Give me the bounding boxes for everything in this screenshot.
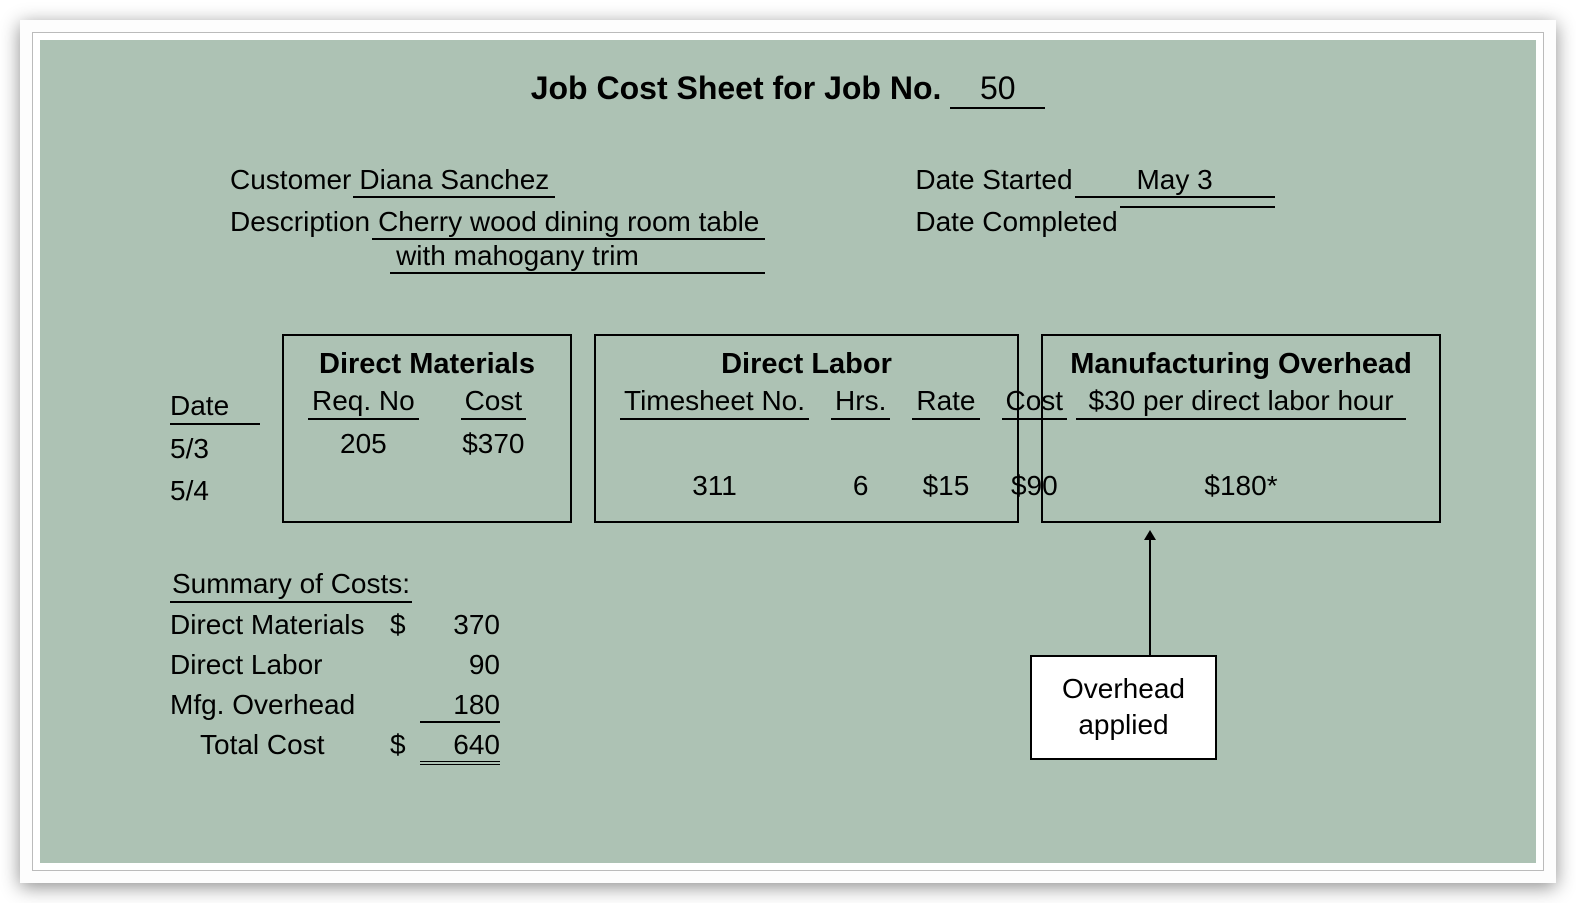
labor-tsno-hdr: Timesheet No. (620, 385, 809, 420)
job-cost-sheet: Job Cost Sheet for Job No. 50 Customer D… (40, 40, 1536, 863)
manufacturing-overhead-box: Manufacturing Overhead $30 per direct la… (1041, 334, 1441, 523)
summary-of-costs: Summary of Costs: Direct Materials $ 370… (100, 568, 1476, 769)
summary-dl-line: Direct Labor 90 (170, 649, 1476, 689)
materials-cost-col: Cost $370 (441, 385, 546, 507)
date-column: Date 5/3 5/4 (170, 334, 260, 512)
date-started-row: Date Started May 3 (915, 164, 1274, 198)
summary-title: Summary of Costs: (170, 568, 412, 603)
labor-rate-row2: $15 (923, 465, 970, 507)
summary-mo-label: Mfg. Overhead (170, 689, 390, 721)
labor-tsno-col: Timesheet No. 311 (620, 385, 809, 507)
summary-total-line: Total Cost $ 640 (170, 729, 1476, 769)
customer-value: Diana Sanchez (353, 164, 555, 198)
sheet-title: Job Cost Sheet for Job No. 50 (100, 70, 1476, 109)
description-line2: with mahogany trim (390, 240, 765, 274)
customer-label: Customer (230, 164, 351, 196)
labor-hrs-col: Hrs. 6 (831, 385, 890, 507)
overhead-subtitle: $30 per direct labor hour (1076, 385, 1405, 420)
callout-line1: Overhead (1062, 671, 1185, 707)
date-header: Date (170, 390, 260, 425)
header-left: Customer Diana Sanchez Description Cherr… (230, 164, 765, 274)
job-number-field: 50 (950, 70, 1045, 109)
description-stack: Cherry wood dining room table with mahog… (370, 206, 765, 274)
cost-tables-row: Date 5/3 5/4 Direct Materials Req. No 20… (100, 334, 1476, 523)
materials-reqno-col: Req. No 205 (308, 385, 419, 507)
description-row: Description Cherry wood dining room tabl… (230, 206, 765, 274)
header-info: Customer Diana Sanchez Description Cherr… (100, 164, 1476, 274)
summary-dl-amt: 90 (420, 649, 500, 681)
summary-total-amt: 640 (420, 729, 500, 765)
materials-reqno-row1: 205 (340, 423, 387, 465)
summary-total-currency: $ (390, 729, 420, 761)
overhead-value: $180* (1067, 465, 1415, 507)
summary-dm-label: Direct Materials (170, 609, 390, 641)
labor-hrs-hdr: Hrs. (831, 385, 890, 420)
summary-mo-amt: 180 (420, 689, 500, 723)
date-row1: 5/3 (170, 428, 260, 470)
labor-title: Direct Labor (620, 348, 993, 381)
date-completed-label: Date Completed (915, 206, 1117, 238)
date-started-label: Date Started (915, 164, 1072, 196)
date-completed-value (1120, 206, 1275, 208)
summary-dl-label: Direct Labor (170, 649, 390, 681)
header-right: Date Started May 3 Date Completed (915, 164, 1274, 274)
materials-columns: Req. No 205 Cost $370 (308, 385, 546, 507)
date-completed-row: Date Completed (915, 206, 1274, 238)
summary-dm-amt: 370 (420, 609, 500, 641)
labor-tsno-row2: 311 (692, 465, 737, 507)
materials-title: Direct Materials (308, 348, 546, 381)
summary-dm-currency: $ (390, 609, 420, 641)
summary-dm-line: Direct Materials $ 370 (170, 609, 1476, 649)
direct-materials-box: Direct Materials Req. No 205 Cost $370 (282, 334, 572, 523)
description-label: Description (230, 206, 370, 238)
description-line1: Cherry wood dining room table (372, 206, 765, 240)
labor-rate-col: Rate $15 (912, 385, 979, 507)
labor-rate-hdr: Rate (912, 385, 979, 420)
labor-columns: Timesheet No. 311 Hrs. 6 Rate $15 (620, 385, 993, 507)
materials-cost-row1: $370 (462, 423, 524, 465)
summary-total-label: Total Cost (170, 729, 390, 761)
document-frame: Job Cost Sheet for Job No. 50 Customer D… (20, 20, 1556, 883)
overhead-applied-callout: Overhead applied (1030, 655, 1217, 760)
title-prefix: Job Cost Sheet for Job No. (531, 70, 942, 106)
summary-mo-line: Mfg. Overhead 180 (170, 689, 1476, 729)
customer-row: Customer Diana Sanchez (230, 164, 765, 198)
direct-labor-box: Direct Labor Timesheet No. 311 Hrs. 6 Ra… (594, 334, 1019, 523)
materials-reqno-hdr: Req. No (308, 385, 419, 420)
labor-hrs-row2: 6 (853, 465, 869, 507)
date-started-value: May 3 (1075, 164, 1275, 198)
materials-cost-hdr: Cost (461, 385, 527, 420)
overhead-title: Manufacturing Overhead (1067, 348, 1415, 381)
date-row2: 5/4 (170, 470, 260, 512)
callout-line2: applied (1062, 707, 1185, 743)
